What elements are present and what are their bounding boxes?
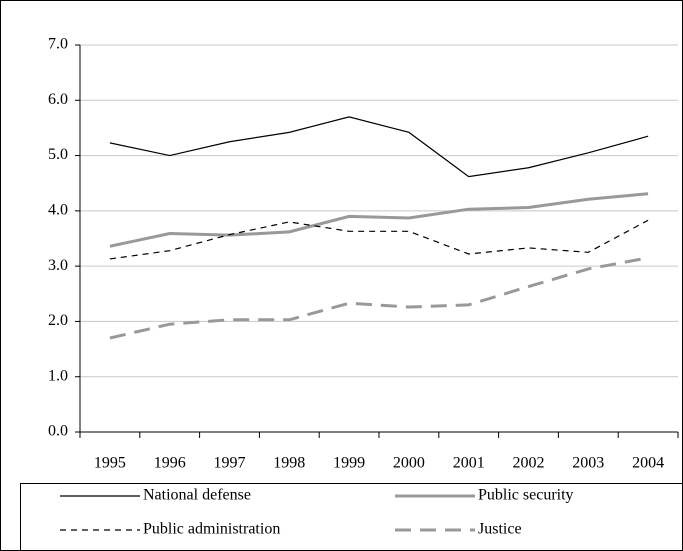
x-tick-label: 1996 — [154, 455, 186, 472]
y-tick-label: 2.0 — [48, 312, 68, 329]
series-line — [109, 219, 649, 260]
legend-label: Public security — [478, 487, 574, 504]
series-line — [109, 256, 649, 340]
y-tick-label: 5.0 — [48, 146, 68, 163]
y-tick-label: 7.0 — [48, 36, 68, 53]
legend-label: Public administration — [143, 521, 280, 538]
x-tick-label: 2004 — [632, 455, 664, 472]
y-tick-label: 1.0 — [48, 367, 68, 384]
x-tick-label: 2002 — [513, 455, 545, 472]
x-tick-label: 2001 — [453, 455, 485, 472]
y-tick-label: 6.0 — [48, 91, 68, 108]
series-line — [109, 116, 649, 178]
x-tick-label: 1999 — [333, 455, 365, 472]
x-tick-label: 1998 — [273, 455, 305, 472]
y-tick-label: 0.0 — [48, 423, 68, 440]
y-tick-label: 4.0 — [48, 202, 68, 219]
x-tick-label: 1995 — [94, 455, 126, 472]
x-tick-label: 1997 — [214, 455, 246, 472]
x-tick-label: 2000 — [393, 455, 425, 472]
legend-box — [20, 483, 683, 551]
series-line — [109, 192, 649, 248]
legend-label: Justice — [478, 521, 522, 538]
y-tick-label: 3.0 — [48, 257, 68, 274]
x-tick-label: 2003 — [572, 455, 604, 472]
legend-label: National defense — [143, 487, 251, 504]
